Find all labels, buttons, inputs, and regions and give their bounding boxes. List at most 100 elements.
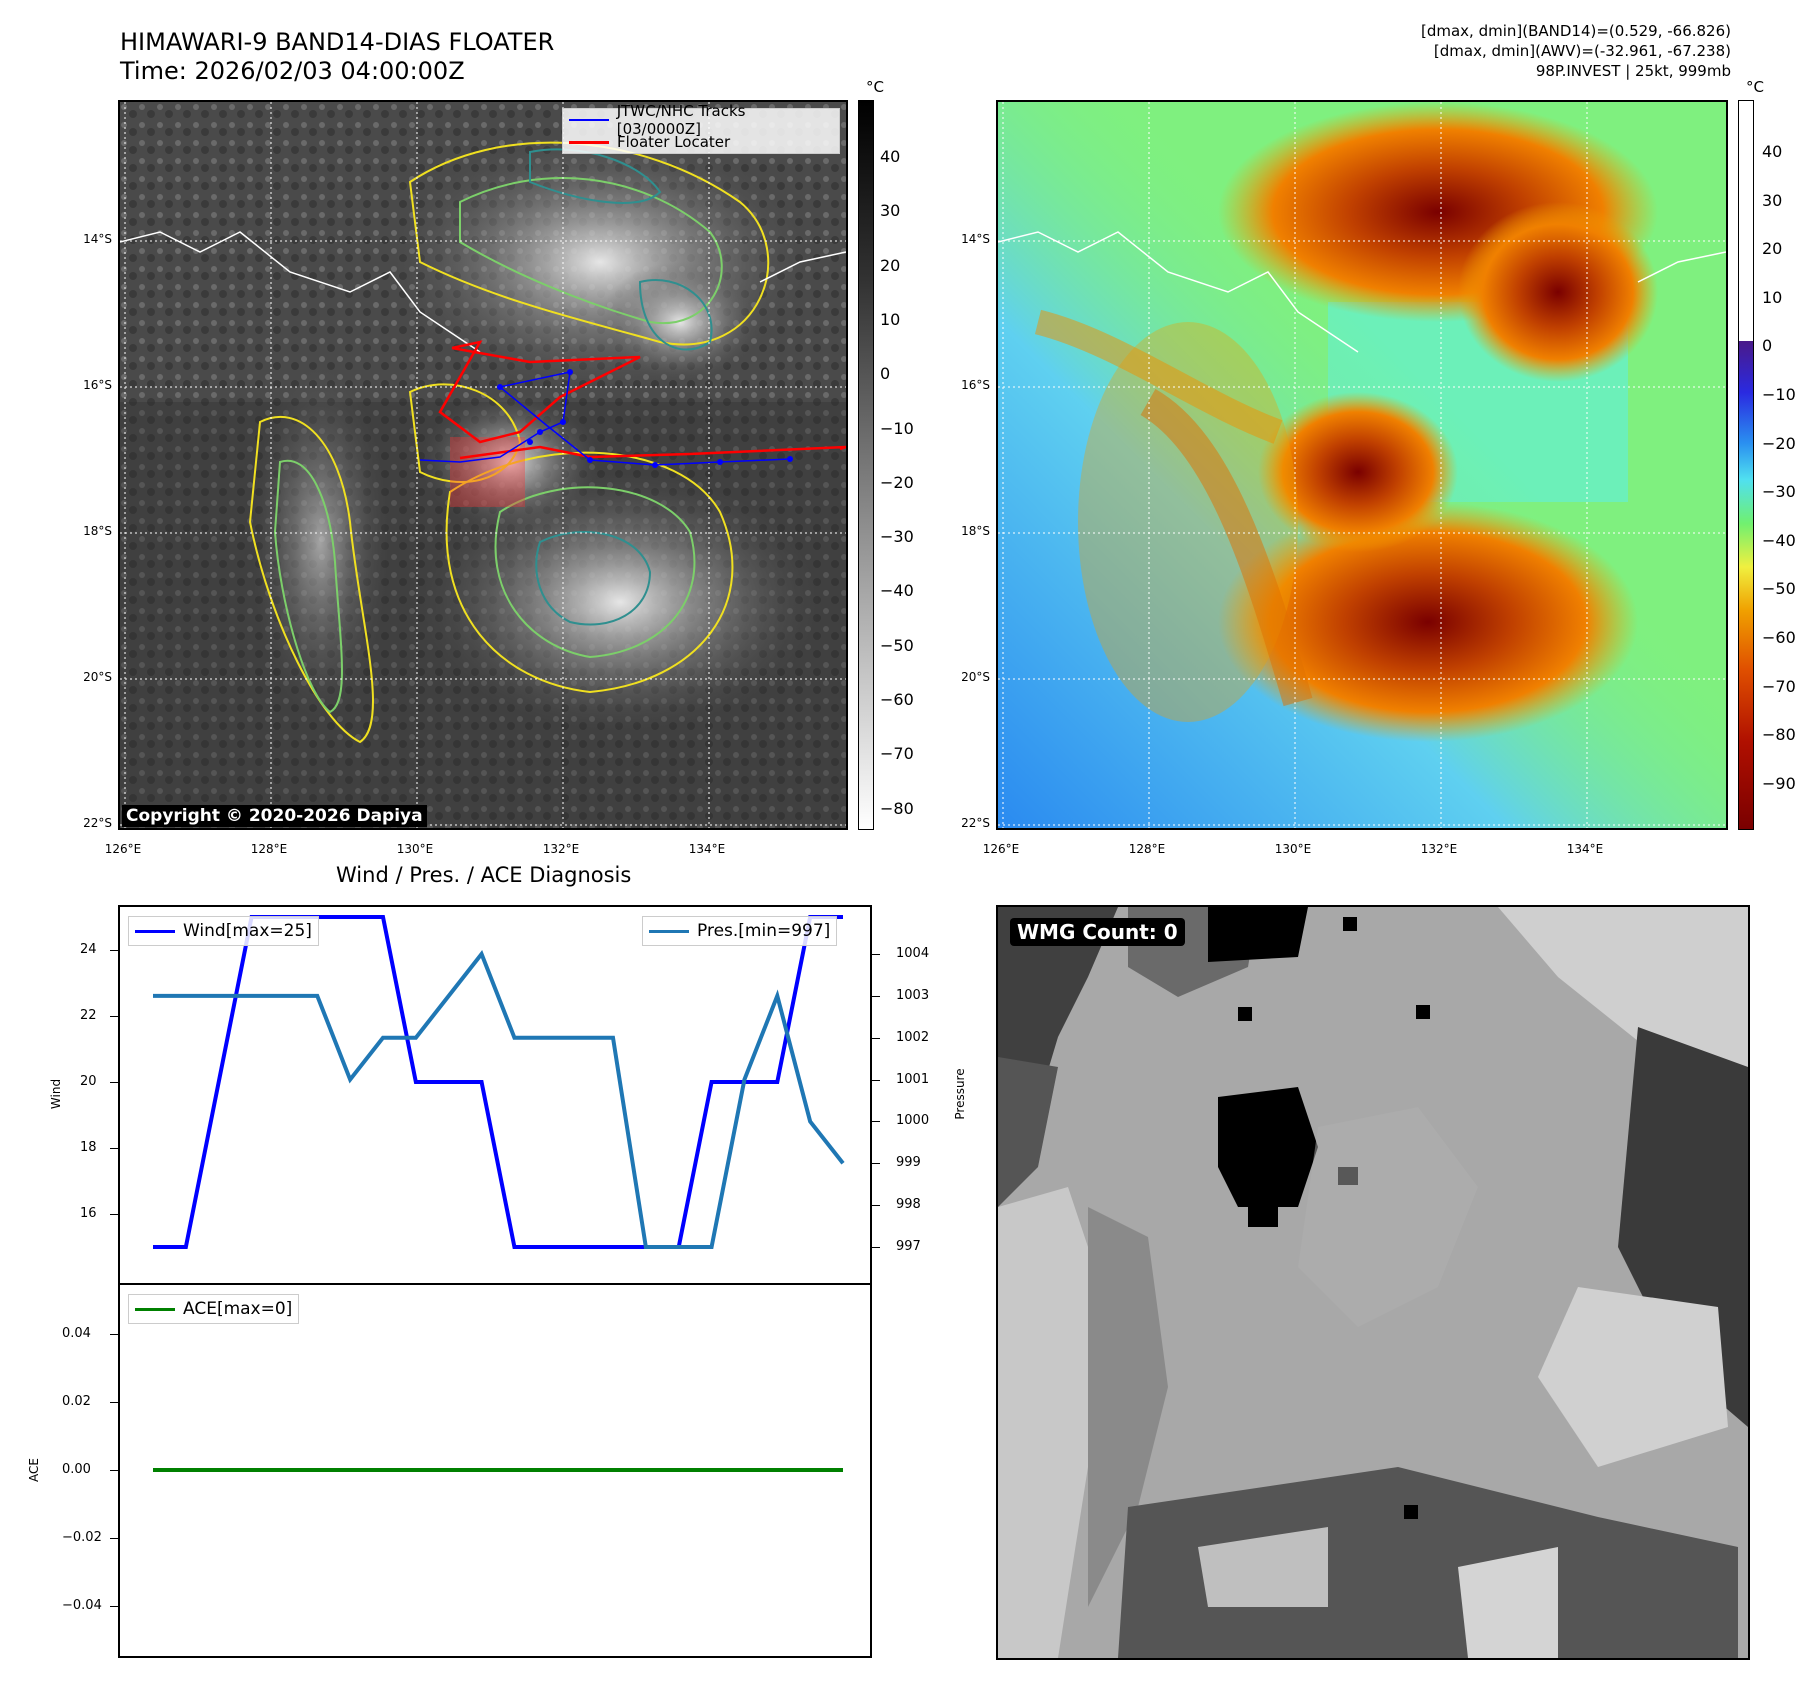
wind-ytick: 24 (80, 942, 97, 957)
info-band14: [dmax, dmin](BAND14)=(0.529, -66.826) (1420, 22, 1731, 40)
awv-colorbar-tick: 30 (1762, 190, 1783, 210)
awv-map (996, 100, 1728, 830)
band14-colorbar-tick: −50 (880, 635, 914, 655)
band14-lat-label: 18°S (83, 524, 112, 538)
wind-ytick: 20 (80, 1074, 97, 1089)
wind-series-line (153, 915, 843, 1249)
ace-legend-swatch (135, 1307, 175, 1311)
wind-legend-swatch (135, 929, 175, 933)
wmg-panel (996, 905, 1750, 1660)
band14-lat-label: 16°S (83, 378, 112, 392)
ace-ytick: −0.04 (62, 1598, 102, 1613)
band14-colorbar-tick: −30 (880, 527, 914, 547)
awv-colorbar-tick: −50 (1762, 579, 1796, 599)
band14-map (118, 100, 848, 830)
band14-colorbar-tick: −10 (880, 418, 914, 438)
band14-colorbar-tick: 30 (880, 201, 901, 221)
wind-ytick-mark (110, 1214, 118, 1215)
wind-ytick: 22 (80, 1008, 97, 1023)
awv-colorbar-tick: −70 (1762, 676, 1796, 696)
awv-colorbar-unit: °C (1746, 78, 1764, 96)
awv-colorbar-tick: 10 (1762, 287, 1783, 307)
awv-lat-label: 16°S (961, 378, 990, 392)
band14-colorbar-tick: −20 (880, 472, 914, 492)
awv-lat-label: 14°S (961, 232, 990, 246)
ace-ytick-mark (110, 1402, 118, 1403)
info-awv: [dmax, dmin](AWV)=(-32.961, -67.238) (1433, 42, 1731, 60)
awv-colorbar-tick: −60 (1762, 628, 1796, 647)
wmg-count-badge: WMG Count: 0 (1010, 918, 1185, 946)
pres-ytick-mark (872, 1037, 880, 1039)
ace-ylabel: ACE (27, 1458, 41, 1482)
awv-lat-label: 20°S (961, 670, 990, 684)
pres-ytick: 998 (896, 1197, 921, 1213)
ace-ytick: 0.00 (62, 1462, 91, 1477)
pres-ytick: 1003 (896, 987, 930, 1003)
band14-lon-label: 126°E (104, 842, 142, 856)
awv-map-svg (998, 102, 1726, 828)
wind-pres-axes (118, 905, 872, 1285)
figure-title: HIMAWARI-9 BAND14-DIAS FLOATER (120, 28, 555, 56)
pres-ytick: 999 (896, 1155, 921, 1171)
wind-ytick: 18 (80, 1140, 97, 1155)
awv-colorbar-tick: −10 (1762, 385, 1796, 404)
awv-colorbar-tick: −30 (1762, 482, 1796, 502)
awv-colorbar-tick: 20 (1762, 239, 1783, 259)
pres-ytick-mark (872, 1079, 880, 1081)
band14-colorbar-tick: 0 (880, 364, 891, 384)
wind-pres-svg (153, 915, 845, 1249)
pres-ytick-mark (872, 1247, 880, 1248)
band14-colorbar-tick: −60 (880, 690, 914, 709)
band14-colorbar-tick: 40 (880, 147, 901, 166)
copyright-label: Copyright © 2020-2026 Dapiya (122, 805, 427, 827)
awv-lon-label: 134°E (1566, 842, 1604, 856)
awv-lon-label: 126°E (982, 842, 1020, 856)
awv-colorbar-tick: −20 (1762, 433, 1796, 453)
ace-ytick-mark (110, 1606, 118, 1607)
ace-ytick-mark (110, 1334, 118, 1335)
wmg-svg (998, 907, 1748, 1658)
ace-ytick: −0.02 (62, 1530, 102, 1545)
pres-ylabel: Pressure (953, 1068, 967, 1120)
awv-colorbar (1738, 100, 1754, 830)
wind-ytick: 16 (80, 1206, 97, 1221)
pres-legend: Pres.[min=997] (642, 916, 838, 946)
ace-ytick: 0.02 (62, 1394, 91, 1409)
legend-track-swatch (569, 119, 609, 121)
legend-item-track: JTWC/NHC Tracks [03/0000Z] (563, 102, 839, 138)
band14-lat-label: 22°S (83, 816, 112, 830)
awv-lon-label: 128°E (1128, 842, 1166, 856)
awv-lon-label: 130°E (1274, 842, 1312, 856)
awv-lon-label: 132°E (1420, 842, 1458, 856)
band14-colorbar (858, 100, 874, 830)
band14-colorbar-tick: 20 (880, 255, 901, 275)
band14-colorbar-tick: −70 (880, 744, 914, 764)
pres-ytick-mark (872, 1121, 880, 1123)
awv-colorbar-tick: −40 (1762, 530, 1796, 550)
wind-legend: Wind[max=25] (128, 916, 319, 946)
pres-ytick-mark (872, 1205, 880, 1207)
ace-svg (153, 1468, 843, 1472)
pres-ytick: 1002 (896, 1029, 930, 1045)
diag-title: Wind / Pres. / ACE Diagnosis (336, 863, 632, 887)
wind-legend-label: Wind[max=25] (183, 921, 312, 941)
wind-ytick-mark (110, 1016, 118, 1017)
pres-ytick-mark (872, 954, 880, 955)
legend-floater-swatch (569, 140, 609, 144)
band14-map-svg (120, 102, 846, 828)
awv-lat-label: 22°S (961, 816, 990, 830)
legend-item-floater: Floater Locater (563, 131, 839, 153)
awv-colorbar-tick: 0 (1762, 336, 1773, 356)
ace-ytick: 0.04 (62, 1326, 91, 1341)
band14-lat-label: 20°S (83, 670, 112, 684)
band14-lat-label: 14°S (83, 232, 112, 246)
awv-colorbar-tick: −80 (1762, 725, 1796, 745)
band14-colorbar-unit: °C (866, 78, 884, 96)
legend-floater-label: Floater Locater (617, 133, 731, 151)
pres-ytick: 997 (896, 1239, 921, 1254)
awv-colorbar-tick: 40 (1762, 142, 1783, 161)
pres-ytick: 1004 (896, 946, 930, 961)
band14-colorbar-tick: −40 (880, 581, 914, 601)
awv-lat-label: 18°S (961, 524, 990, 538)
band14-lon-label: 130°E (396, 842, 434, 856)
